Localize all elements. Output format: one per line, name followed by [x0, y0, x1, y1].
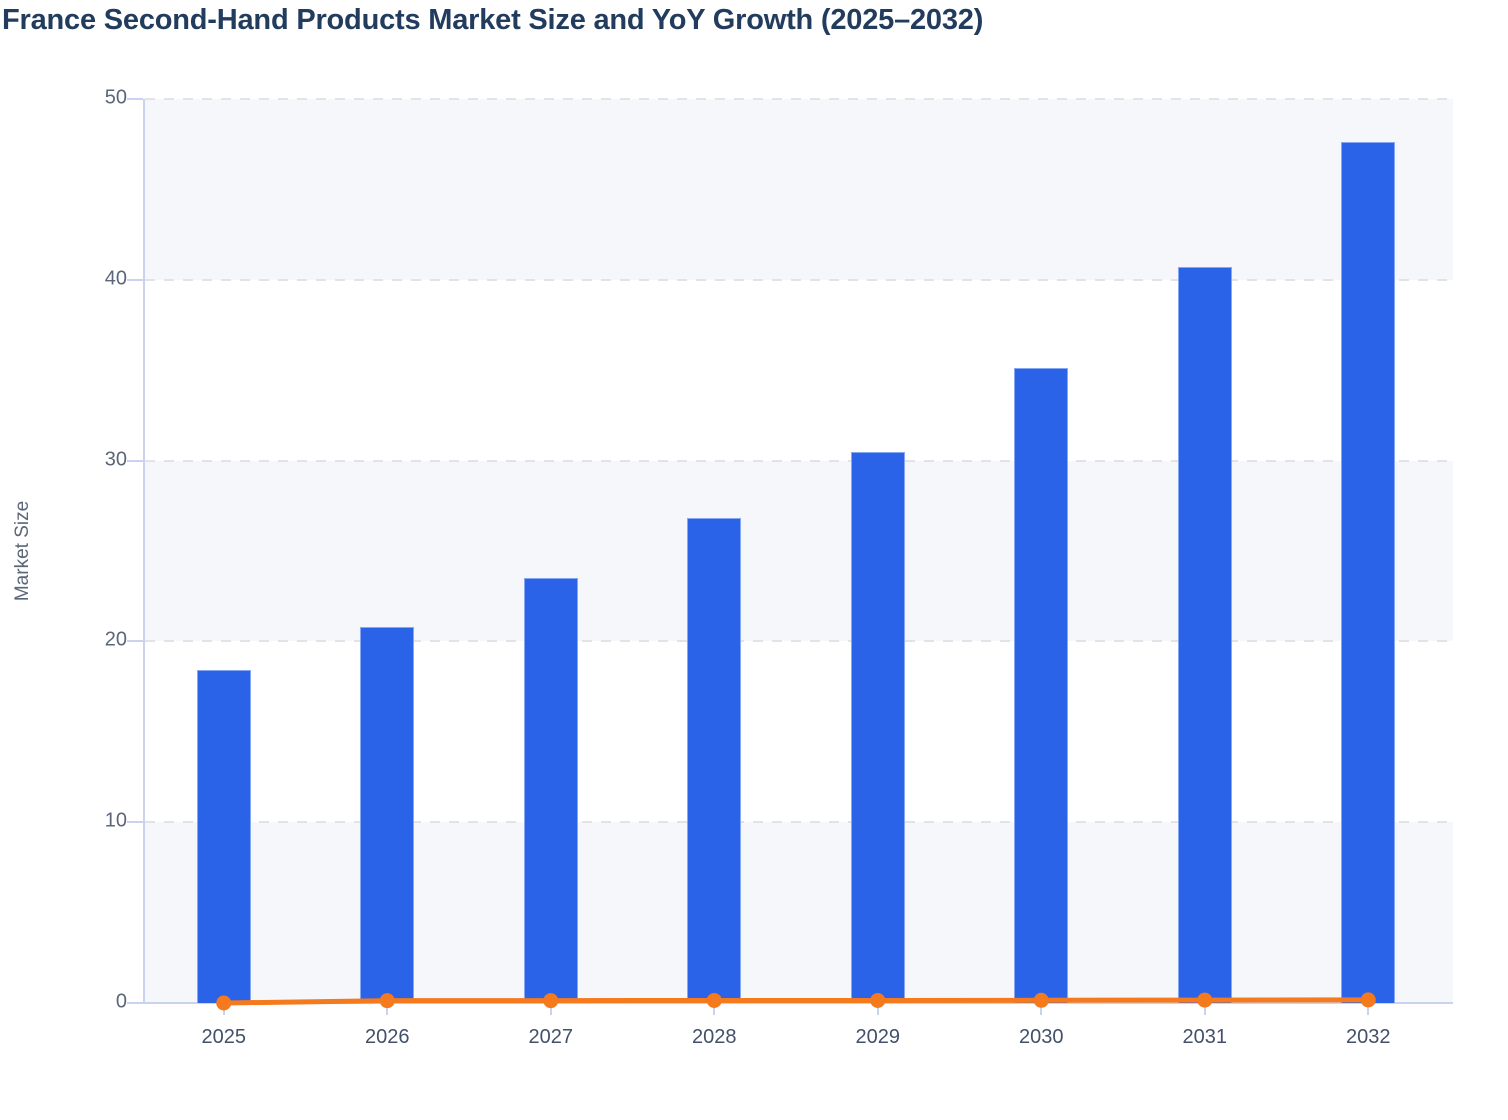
y-axis-tick-label: 40	[104, 267, 127, 290]
plot-area: 0 10 20 30 40 50 2025 2026 2027 2028 2029 2030 2031 2…	[105, 87, 1453, 1048]
x-axis-tick	[549, 1004, 552, 1015]
y-axis-tick	[127, 98, 143, 100]
y-axis-line	[143, 99, 145, 1003]
x-axis-tick-label: 2025	[201, 1026, 247, 1048]
gridline	[145, 821, 1453, 824]
gridline	[145, 278, 1453, 281]
bar-2025[interactable]	[196, 670, 251, 1003]
bar-2027[interactable]	[523, 578, 578, 1003]
y-axis-tick	[127, 640, 143, 643]
x-axis-tick	[1040, 1004, 1043, 1015]
x-axis-tick	[1203, 1004, 1206, 1015]
gridline	[145, 98, 1453, 100]
gridline	[145, 640, 1453, 643]
bar-2032[interactable]	[1341, 142, 1396, 1003]
y-axis-tick-label: 20	[104, 628, 127, 651]
y-axis-title: Market Size	[12, 500, 33, 602]
x-axis-line	[127, 1002, 1453, 1004]
x-axis-tick	[1367, 1004, 1370, 1015]
bar-2028[interactable]	[687, 518, 742, 1003]
x-axis-tick-label: 2027	[528, 1026, 574, 1048]
x-axis-tick	[222, 1004, 225, 1015]
y-axis-tick-label: 50	[104, 86, 127, 109]
x-axis-tick-label: 2031	[1182, 1026, 1228, 1048]
x-axis-tick-label: 2026	[365, 1026, 410, 1048]
bar-2031[interactable]	[1177, 267, 1232, 1003]
y-axis-tick-label: 30	[104, 448, 127, 471]
x-axis-tick-label: 2028	[692, 1026, 737, 1048]
plot-band	[145, 460, 1453, 642]
y-axis-tick	[127, 459, 143, 462]
plot-band	[145, 279, 1453, 461]
x-axis-tick	[713, 1004, 716, 1015]
y-axis-tick-label: 0	[115, 990, 127, 1013]
y-axis-tick-label: 10	[104, 809, 127, 832]
plot-band	[145, 641, 1453, 823]
chart-title: France Second-Hand Products Market Size …	[2, 4, 984, 36]
x-axis-tick	[876, 1004, 879, 1015]
y-axis-tick	[127, 821, 143, 824]
y-axis-tick	[127, 1002, 143, 1004]
gridline	[145, 459, 1453, 462]
x-axis-tick	[386, 1004, 389, 1015]
bar-2030[interactable]	[1014, 368, 1069, 1003]
x-axis-tick-label: 2029	[855, 1026, 901, 1048]
x-axis-tick-label: 2032	[1346, 1026, 1391, 1048]
bar-2029[interactable]	[850, 451, 905, 1003]
x-axis-tick-label: 2030	[1019, 1026, 1064, 1048]
y-axis-tick	[127, 278, 143, 281]
plot-band	[145, 822, 1453, 1003]
bar-2026[interactable]	[360, 626, 415, 1003]
plot-band	[145, 99, 1453, 280]
